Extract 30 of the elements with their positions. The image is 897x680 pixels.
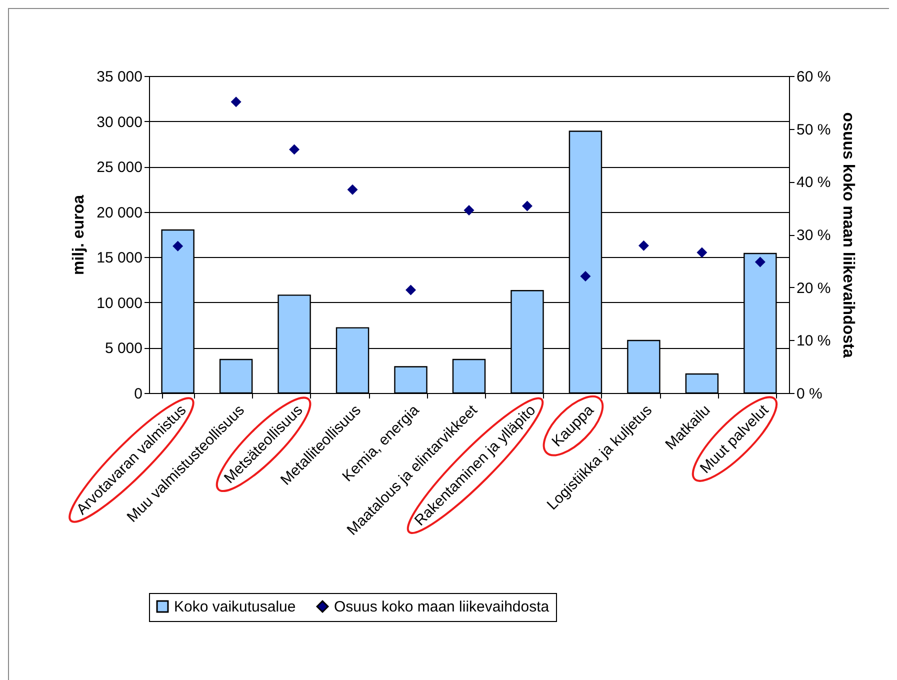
point <box>696 247 708 258</box>
y-axis-title: milj. euroa <box>70 194 88 276</box>
y2-tick-label: 20 % <box>796 280 831 297</box>
y2-axis-title: osuus koko maan liikevaihdosta <box>840 112 857 358</box>
y-tick-label: 15 000 <box>96 250 142 267</box>
y-tick-label: 30 000 <box>96 114 142 131</box>
y2-tick-label: 40 % <box>796 174 831 192</box>
y2-tick-label: 10 % <box>796 332 831 350</box>
y-tick-label: 25 000 <box>96 159 142 176</box>
y-tick-label: 20 000 <box>96 204 142 222</box>
point <box>406 284 416 296</box>
point <box>754 256 766 268</box>
legend-label: Koko vaikutusalue <box>174 598 296 616</box>
point <box>289 144 300 155</box>
y2-tick-label: 0 % <box>796 386 822 402</box>
y2-tick-label: 50 % <box>796 121 831 138</box>
point <box>580 270 591 282</box>
point <box>522 200 532 212</box>
y-tick-label: 35 000 <box>96 68 142 86</box>
y-tick-label: 0 <box>134 386 142 402</box>
point <box>347 184 358 195</box>
point <box>464 204 474 216</box>
point <box>172 240 184 252</box>
y2-tick-label: 60 % <box>796 68 831 86</box>
y-tick-label: 10 000 <box>96 294 142 312</box>
point <box>230 96 242 108</box>
y-tick-label: 5 000 <box>104 340 142 358</box>
point <box>638 240 649 251</box>
y2-tick-label: 30 % <box>796 227 831 244</box>
legend-label: Osuus koko maan liikevaihdosta <box>334 598 550 616</box>
